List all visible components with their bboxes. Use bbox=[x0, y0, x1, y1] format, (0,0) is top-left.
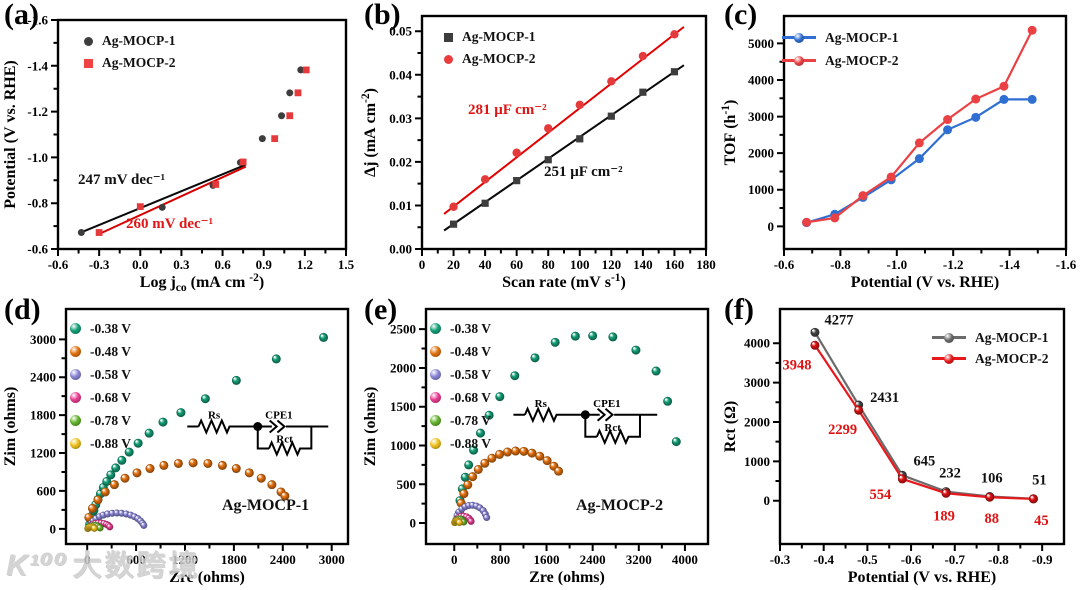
legend-label: Ag-MOCP-1 bbox=[825, 29, 899, 45]
legend-marker-icon bbox=[70, 438, 81, 449]
legend-marker-icon bbox=[794, 55, 804, 66]
legend-marker-icon bbox=[444, 54, 453, 64]
legend-label: Ag-MOCP-2 bbox=[825, 52, 899, 68]
legend-marker-icon bbox=[944, 332, 954, 343]
legend-marker-icon bbox=[70, 323, 81, 334]
legend-marker-icon bbox=[944, 353, 954, 364]
panel-d-annotation: Ag-MOCP-1 bbox=[222, 497, 310, 514]
panel-f-legend: Ag-MOCP-1 Ag-MOCP-2 bbox=[932, 327, 1048, 369]
panel-f-chart bbox=[720, 295, 1080, 590]
legend-item: -0.68 V bbox=[430, 386, 491, 409]
panel-c: (c) Ag-MOCP-1 Ag-MOCP-2 bbox=[720, 0, 1080, 295]
legend-marker-icon bbox=[932, 332, 966, 343]
panel-d-legend: -0.38 V -0.48 V -0.58 V -0.68 V -0.78 V -0.88… bbox=[70, 317, 131, 455]
legend-item: -0.78 V bbox=[70, 409, 131, 432]
legend-label: Ag-MOCP-1 bbox=[102, 33, 176, 48]
panel-f-letter: (f) bbox=[724, 293, 754, 326]
legend-marker-icon bbox=[84, 58, 93, 68]
legend-label: -0.38 V bbox=[450, 320, 492, 336]
legend-label: -0.38 V bbox=[90, 320, 132, 336]
legend-item: -0.58 V bbox=[430, 363, 491, 386]
panel-d: (d) -0.38 V -0.48 V -0.58 V -0.68 V -0.78 V-… bbox=[0, 293, 360, 590]
legend-marker-icon bbox=[430, 323, 441, 334]
panel-b-annotation: 251 μF cm⁻² bbox=[544, 164, 623, 180]
legend-marker-icon bbox=[430, 346, 441, 357]
panel-a-annotation: 260 mV dec⁻¹ bbox=[126, 216, 214, 232]
panel-f: (f) Ag-MOCP-1 Ag-MOCP-2 bbox=[720, 293, 1080, 590]
legend-label: -0.58 V bbox=[90, 366, 132, 382]
legend-item: Ag-MOCP-1 bbox=[84, 30, 175, 52]
legend-item: -0.88 V bbox=[430, 432, 491, 455]
panel-a-annotation: 247 mV dec⁻¹ bbox=[78, 172, 166, 188]
panel-b-annotation: 281 μF cm⁻² bbox=[468, 102, 547, 118]
watermark-text: 大数跨境 bbox=[72, 550, 201, 582]
panel-b-chart bbox=[360, 0, 720, 295]
legend-item: -0.68 V bbox=[70, 386, 131, 409]
panel-e-annotation: Ag-MOCP-2 bbox=[576, 497, 664, 514]
panel-a-legend: Ag-MOCP-1 Ag-MOCP-2 bbox=[84, 30, 175, 74]
legend-label: -0.68 V bbox=[90, 389, 132, 405]
legend-label: Ag-MOCP-2 bbox=[975, 350, 1049, 366]
panel-a: (a) Ag-MOCP-1 Ag-MOCP-2 247 mV dec⁻¹ 260 mV… bbox=[0, 0, 360, 295]
panel-d-letter: (d) bbox=[4, 293, 41, 326]
panel-a-letter: (a) bbox=[4, 0, 39, 31]
panel-e: (e) -0.38 V -0.48 V -0.58 V -0.68 V -0.78 V-… bbox=[360, 293, 720, 590]
legend-label: Ag-MOCP-2 bbox=[102, 55, 176, 70]
legend-label: -0.68 V bbox=[450, 389, 492, 405]
panel-b: (b) Ag-MOCP-1 Ag-MOCP-2 281 μF cm⁻² 251 μF … bbox=[360, 0, 720, 295]
legend-label: -0.58 V bbox=[450, 366, 492, 382]
legend-marker-icon bbox=[932, 353, 966, 364]
legend-marker-icon bbox=[444, 32, 453, 42]
legend-marker-icon bbox=[430, 415, 441, 426]
legend-marker-icon bbox=[70, 346, 81, 357]
legend-marker-icon bbox=[794, 32, 804, 43]
legend-marker-icon bbox=[430, 392, 441, 403]
panel-e-chart bbox=[360, 295, 720, 590]
panel-a-chart bbox=[0, 0, 360, 295]
legend-label: -0.78 V bbox=[450, 412, 492, 428]
panel-e-legend: -0.38 V -0.48 V -0.58 V -0.68 V -0.78 V -0.88… bbox=[430, 317, 491, 455]
legend-item: Ag-MOCP-2 bbox=[84, 52, 175, 74]
legend-item: -0.58 V bbox=[70, 363, 131, 386]
legend-item: -0.78 V bbox=[430, 409, 491, 432]
legend-item: Ag-MOCP-1 bbox=[782, 26, 898, 49]
legend-marker-icon bbox=[70, 392, 81, 403]
legend-item: -0.38 V bbox=[70, 317, 131, 340]
legend-marker-icon bbox=[782, 32, 816, 43]
panel-c-legend: Ag-MOCP-1 Ag-MOCP-2 bbox=[782, 26, 898, 72]
legend-label: -0.88 V bbox=[450, 435, 492, 451]
legend-item: Ag-MOCP-1 bbox=[444, 26, 535, 48]
legend-label: Ag-MOCP-1 bbox=[975, 329, 1049, 345]
panel-c-chart bbox=[720, 0, 1080, 295]
legend-marker-icon bbox=[70, 369, 81, 380]
legend-label: -0.48 V bbox=[450, 343, 492, 359]
legend-label: -0.78 V bbox=[90, 412, 132, 428]
legend-item: Ag-MOCP-1 bbox=[932, 327, 1048, 348]
legend-marker-icon bbox=[430, 369, 441, 380]
legend-item: Ag-MOCP-2 bbox=[932, 348, 1048, 369]
watermark-logo: K¹⁰⁰ bbox=[6, 549, 68, 582]
legend-marker-icon bbox=[782, 55, 816, 66]
watermark: K¹⁰⁰ 大数跨境 bbox=[6, 542, 200, 584]
legend-item: Ag-MOCP-2 bbox=[782, 49, 898, 72]
legend-marker-icon bbox=[70, 415, 81, 426]
legend-label: -0.88 V bbox=[90, 435, 132, 451]
legend-label: Ag-MOCP-2 bbox=[462, 51, 536, 66]
legend-item: -0.88 V bbox=[70, 432, 131, 455]
legend-item: -0.38 V bbox=[430, 317, 491, 340]
panel-c-letter: (c) bbox=[724, 0, 758, 31]
legend-item: -0.48 V bbox=[430, 340, 491, 363]
legend-item: -0.48 V bbox=[70, 340, 131, 363]
panel-b-legend: Ag-MOCP-1 Ag-MOCP-2 bbox=[444, 26, 535, 70]
panel-e-letter: (e) bbox=[364, 293, 398, 326]
panel-b-letter: (b) bbox=[364, 0, 401, 31]
legend-marker-icon bbox=[84, 36, 93, 46]
legend-item: Ag-MOCP-2 bbox=[444, 48, 535, 70]
panel-d-chart bbox=[0, 295, 360, 590]
legend-marker-icon bbox=[430, 438, 441, 449]
legend-label: -0.48 V bbox=[90, 343, 132, 359]
legend-label: Ag-MOCP-1 bbox=[462, 29, 536, 44]
